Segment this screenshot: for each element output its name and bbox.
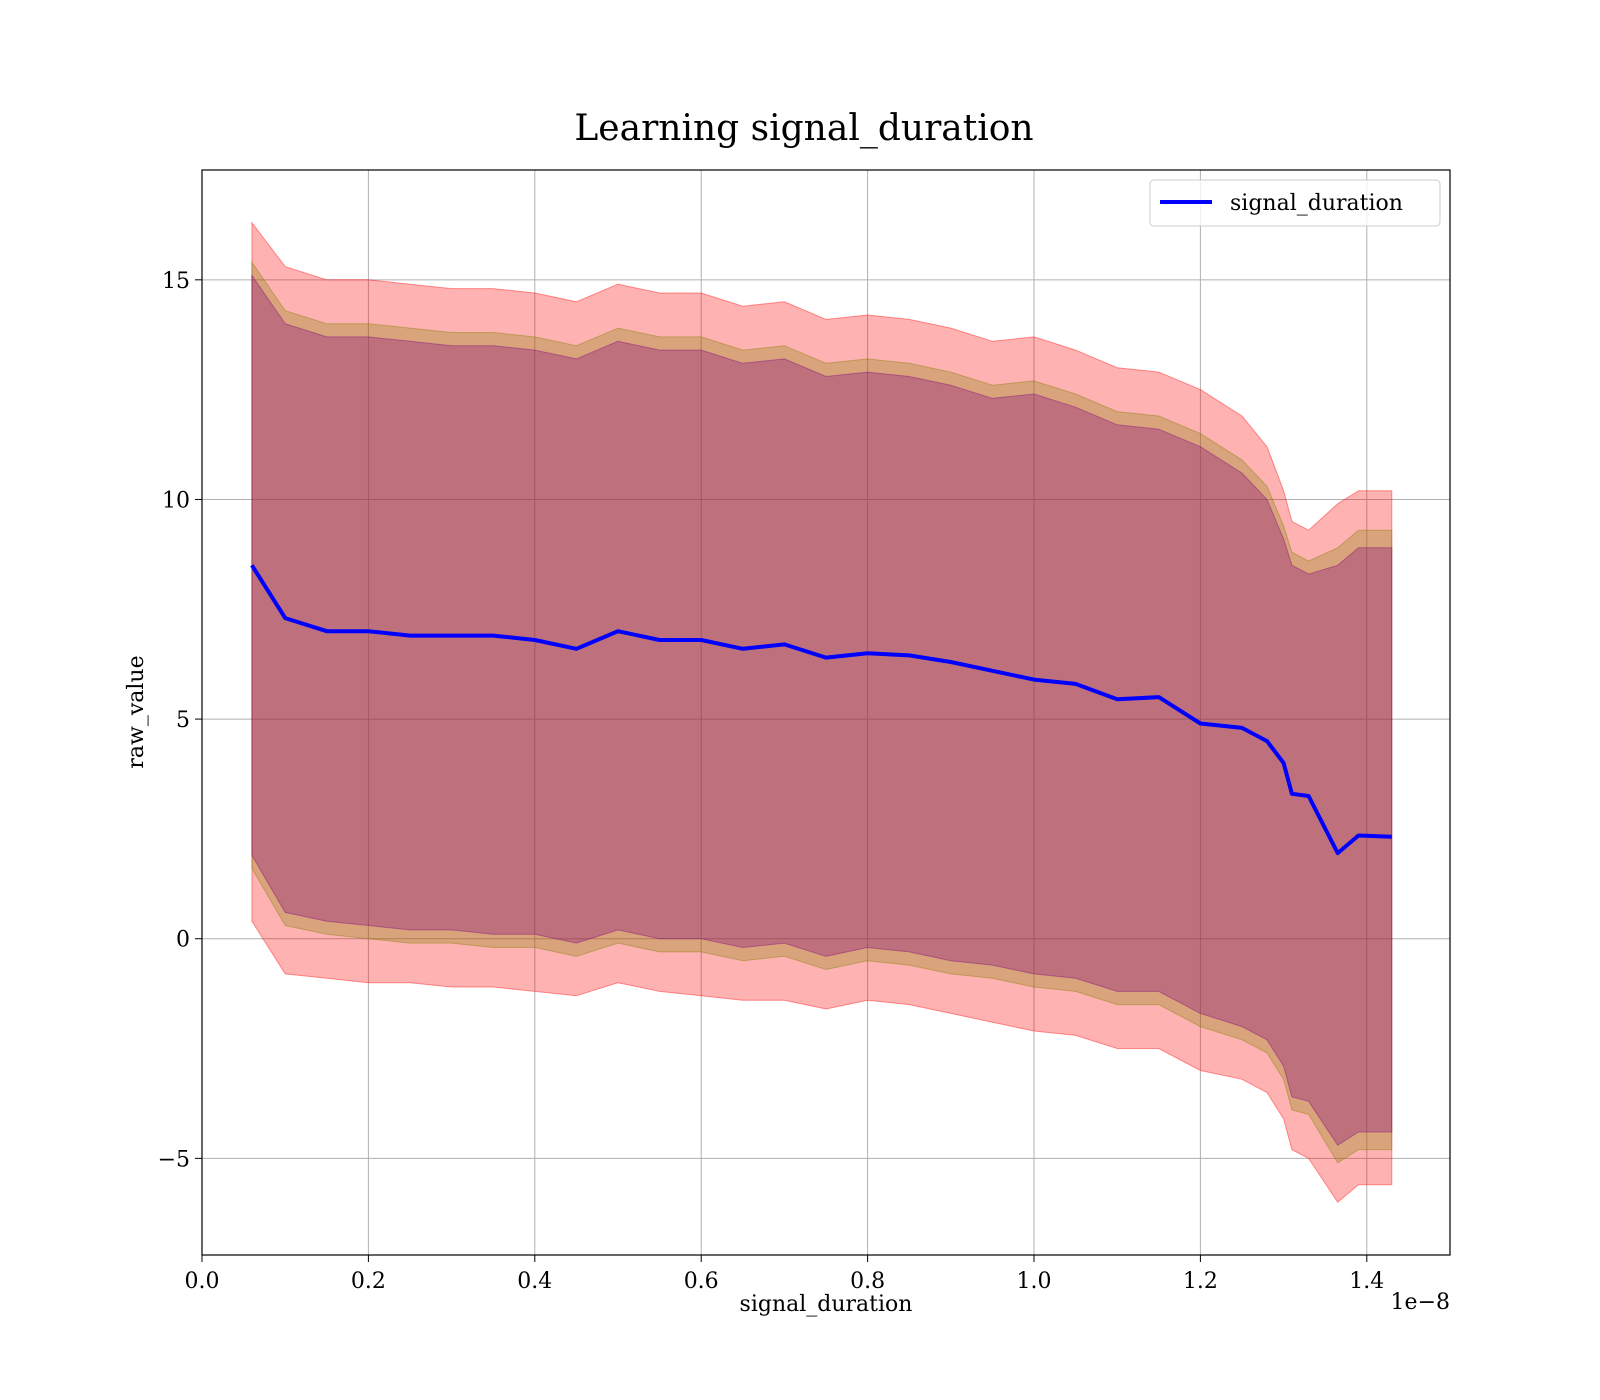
confidence-bands (251, 221, 1393, 1204)
y-tick-label: 0 (176, 928, 190, 953)
x-axis-label: signal_duration (740, 1292, 913, 1317)
x-tick-label: 1.4 (1349, 1269, 1384, 1294)
series-line (250, 564, 1392, 856)
y-tick-label: 10 (162, 488, 190, 513)
series-lines (250, 564, 1392, 856)
legend: signal_duration (1149, 179, 1441, 227)
y-tick-label: −5 (158, 1147, 190, 1172)
x-axis-offset-text: 1e−8 (1391, 1290, 1450, 1315)
x-tick-label: 0.4 (517, 1269, 552, 1294)
y-axis-label: raw_value (124, 655, 149, 768)
x-tick-label: 0.6 (684, 1269, 719, 1294)
chart-title: Learning signal_duration (574, 108, 1033, 149)
confidence-band (251, 260, 1393, 1164)
confidence-band (251, 273, 1393, 1146)
y-tick-label: 15 (162, 269, 190, 294)
confidence-band (251, 221, 1393, 1204)
grid (201, 170, 1450, 1255)
x-tick-label: 1.0 (1017, 1269, 1052, 1294)
plot-frame (201, 169, 1451, 1256)
x-tick-label: 1.2 (1183, 1269, 1218, 1294)
x-tick-label: 0.8 (850, 1269, 885, 1294)
x-axis-ticks: 0.0 0.2 0.4 0.6 0.8 1.0 1.2 1.4 (185, 1255, 1384, 1294)
x-tick-label: 0.2 (351, 1269, 386, 1294)
legend-label: signal_duration (1230, 191, 1403, 216)
y-axis-ticks: −5 0 5 10 15 (158, 269, 202, 1172)
x-tick-label: 0.0 (185, 1269, 220, 1294)
legend-box (1149, 179, 1441, 227)
y-tick-label: 5 (176, 708, 190, 733)
